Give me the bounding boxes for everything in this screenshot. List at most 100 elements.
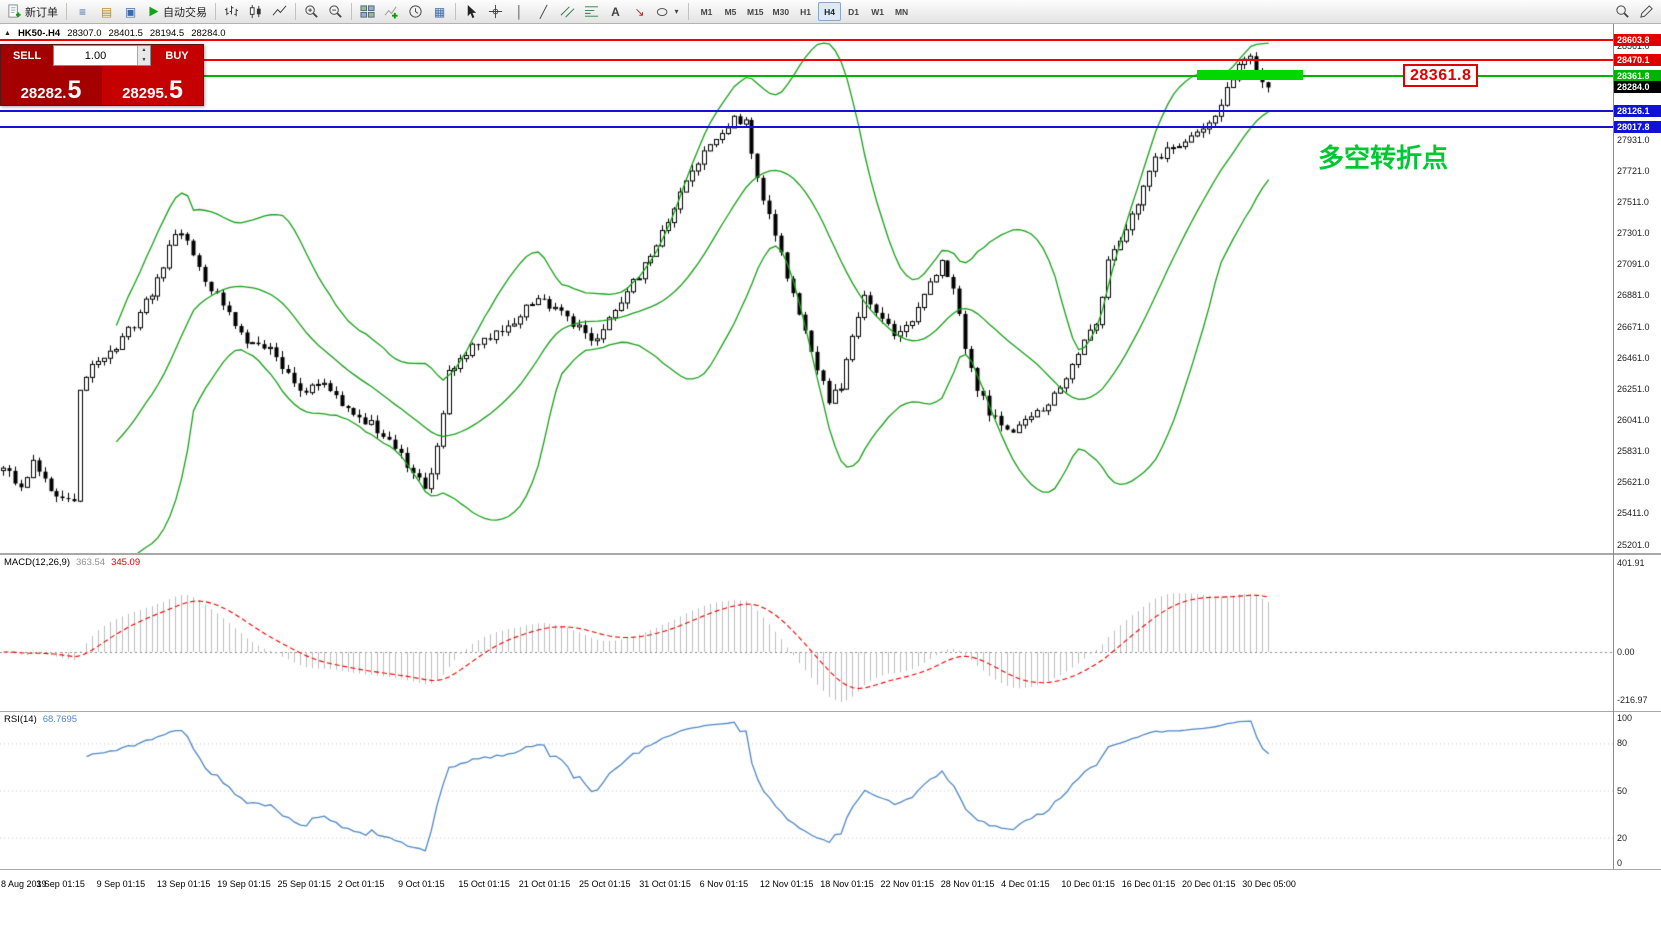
cursor-tool-button[interactable] [460,1,483,22]
buy-price-pip: 5 [168,76,183,104]
zoom-in-button[interactable] [300,1,323,22]
price-tag-28017.8: 28017.8 [1614,120,1661,133]
text-tool-button[interactable]: A [604,1,627,22]
horizontal-line-28603.8[interactable] [0,39,1613,41]
rsi-label: RSI(14) 68.7695 [4,714,77,725]
buy-button[interactable]: BUY [151,45,203,66]
buy-price-value: 28295. [122,85,168,102]
templates-icon: ▦ [433,4,446,19]
rsi-axis-label: 20 [1617,832,1628,843]
search-icon [1616,5,1629,18]
symbol-search-button[interactable] [1611,1,1634,22]
macd-name: MACD(12,26,9) [4,557,70,568]
clock-icon [409,5,422,18]
time-axis-label: 4 Dec 01:15 [1001,879,1050,889]
arrow-icon: ↘ [634,4,645,19]
timeframe-h4-button[interactable]: H4 [818,2,842,21]
timeframe-h1-button[interactable]: H1 [800,6,812,17]
highlight-rectangle[interactable] [1197,70,1303,80]
rsi-value: 68.7695 [42,714,78,725]
oct-price-row: 28282. 5 28295. 5 [1,66,203,105]
timeframe-m1-button[interactable]: M1 [700,6,713,17]
price-axis[interactable]: 28561.028351.028141.027931.027721.027511… [1614,24,1661,869]
time-axis-label: 13 Sep 01:15 [156,879,211,889]
horizontal-line-28470.1[interactable] [0,59,1613,61]
turning-point-annotation[interactable]: 多空转折点 [1318,143,1449,173]
navigator-icon: ▤ [100,4,113,19]
rsi-panel-separator[interactable] [0,711,1661,712]
tile-windows-button[interactable] [356,1,379,22]
price-axis-label: 26041.0 [1617,415,1650,425]
shapes-tool-button[interactable]: ▾ [652,1,684,22]
chart-line-button[interactable] [268,1,291,22]
market-watch-button[interactable]: ≡ [71,1,94,22]
rsi-axis-label: 0 [1617,858,1623,868]
vertical-line-tool-button[interactable]: │ [508,1,531,22]
crosshair-tool-button[interactable] [484,1,507,22]
time-axis-label: 9 Sep 01:15 [96,879,146,889]
quick-edit-button[interactable] [1635,1,1658,22]
price-callout-label[interactable]: 28361.8 [1403,64,1479,87]
indicators-icon [384,6,398,19]
periods-button[interactable] [404,1,427,22]
timeframe-w1-button[interactable]: W1 [871,6,884,17]
volume-input[interactable]: 1.00 ▲ ▼ [53,45,151,66]
navigator-button[interactable]: ▤ [95,1,118,22]
time-axis-label: 30 Dec 05:00 [1242,879,1296,889]
chart-bars-button[interactable] [220,1,243,22]
time-axis-label: 19 Sep 01:15 [217,879,271,889]
timeframe-m15-button[interactable]: M15 [747,6,764,17]
one-click-trading-panel: SELL 1.00 ▲ ▼ BUY 28282. 5 28295. 5 [0,44,204,106]
templates-button[interactable]: ▦ [428,1,451,22]
sell-price-pip: 5 [67,76,82,104]
timeframe-d1-button[interactable]: D1 [848,6,860,17]
rsi-axis-label: 50 [1617,785,1628,796]
price-axis-label: 26251.0 [1617,383,1650,394]
autotrading-button[interactable]: 自动交易 [143,1,211,22]
oct-top-row: SELL 1.00 ▲ ▼ BUY [1,45,203,66]
time-axis-label: 18 Nov 01:15 [820,879,874,889]
buy-price-button[interactable]: 28295. 5 [102,66,203,105]
channel-tool-button[interactable] [556,1,579,22]
price-axis-label: 28561.0 [1617,41,1650,52]
time-axis[interactable]: 8 Aug 2019 3 Sep 01:15 9 Sep 01:15 13 Sep 0… [0,870,1613,948]
vertical-line-icon: │ [515,4,524,19]
sell-price-button[interactable]: 28282. 5 [1,66,102,105]
volume-down-button[interactable]: ▼ [138,55,150,65]
chart-overlay: 28361.8 多空转折点 [0,24,1613,553]
macd-panel-separator[interactable] [0,553,1661,555]
fibonacci-icon [584,6,599,17]
horizontal-line-28361.8[interactable] [0,74,1613,77]
cursor-icon [467,4,477,19]
timeframe-mn-button[interactable]: MN [894,6,909,17]
oct-toggle[interactable]: ▲ [4,30,11,37]
crosshair-icon [488,4,503,19]
terminal-button[interactable]: ▣ [119,1,142,22]
price-axis-label: 25831.0 [1617,446,1650,457]
price-axis-label: 25621.0 [1617,477,1650,488]
macd-axis-label: -216.97 [1617,695,1648,705]
volume-up-button[interactable]: ▲ [138,46,150,56]
price-chart-canvas[interactable] [0,24,1613,553]
trendline-tool-button[interactable]: ╱ [532,1,555,22]
horizontal-line-28126.1[interactable] [0,109,1613,112]
price-axis-label: 27931.0 [1617,134,1650,145]
indicators-button[interactable] [380,1,403,22]
new-order-button[interactable]: 新订单 [3,1,62,22]
macd-value-signal: 345.09 [111,557,141,568]
time-axis-label: 31 Oct 01:15 [639,879,691,889]
zoom-out-button[interactable] [324,1,347,22]
macd-panel-canvas[interactable] [0,555,1613,711]
price-axis-label: 27301.0 [1617,228,1650,239]
sell-button[interactable]: SELL [1,45,53,66]
timeframe-m5-button[interactable]: M5 [724,6,737,17]
timeframe-m30-button[interactable]: M30 [772,6,790,17]
arrow-tool-button[interactable]: ↘ [628,1,651,22]
chart-candles-button[interactable] [244,1,267,22]
horizontal-line-28017.8[interactable] [0,125,1613,128]
fibonacci-tool-button[interactable] [580,1,603,22]
line-chart-icon [272,5,287,16]
price-tag-28361.8: 28361.8 [1614,69,1661,82]
rsi-panel-canvas[interactable] [0,712,1613,869]
